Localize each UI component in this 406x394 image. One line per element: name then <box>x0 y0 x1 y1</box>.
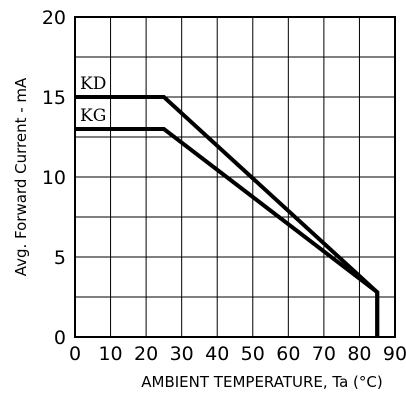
series-line-kg <box>75 127 380 337</box>
x-tick-labels: 0 10 20 30 40 50 60 70 80 90 <box>69 343 406 365</box>
series-label-kg: KG <box>80 106 106 126</box>
x-tick-label: 90 <box>383 343 406 365</box>
plot-frame <box>74 16 396 338</box>
y-axis-title: Avg. Forward Current - mA <box>12 77 30 276</box>
y-tick-label: 10 <box>42 167 66 189</box>
series-layer: KD KG <box>75 74 380 337</box>
x-axis-title: AMBIENT TEMPERATURE, Ta (°C) <box>141 373 382 391</box>
x-tick-label: 10 <box>98 343 122 365</box>
x-tick-label: 50 <box>241 343 265 365</box>
series-label-kd: KD <box>80 74 106 94</box>
x-tick-label: 70 <box>312 343 336 365</box>
y-tick-label: 20 <box>42 7 66 29</box>
x-tick-label: 40 <box>205 343 229 365</box>
x-tick-label: 0 <box>69 343 81 365</box>
x-tick-label: 30 <box>170 343 194 365</box>
y-tick-labels: 0 5 10 15 20 <box>42 7 66 349</box>
x-tick-label: 80 <box>347 343 371 365</box>
y-tick-label: 5 <box>54 247 66 269</box>
y-tick-label: 15 <box>42 87 66 109</box>
x-tick-label: 60 <box>276 343 300 365</box>
grid-lines <box>75 17 395 337</box>
y-tick-label: 0 <box>54 327 66 349</box>
x-tick-label: 20 <box>134 343 158 365</box>
